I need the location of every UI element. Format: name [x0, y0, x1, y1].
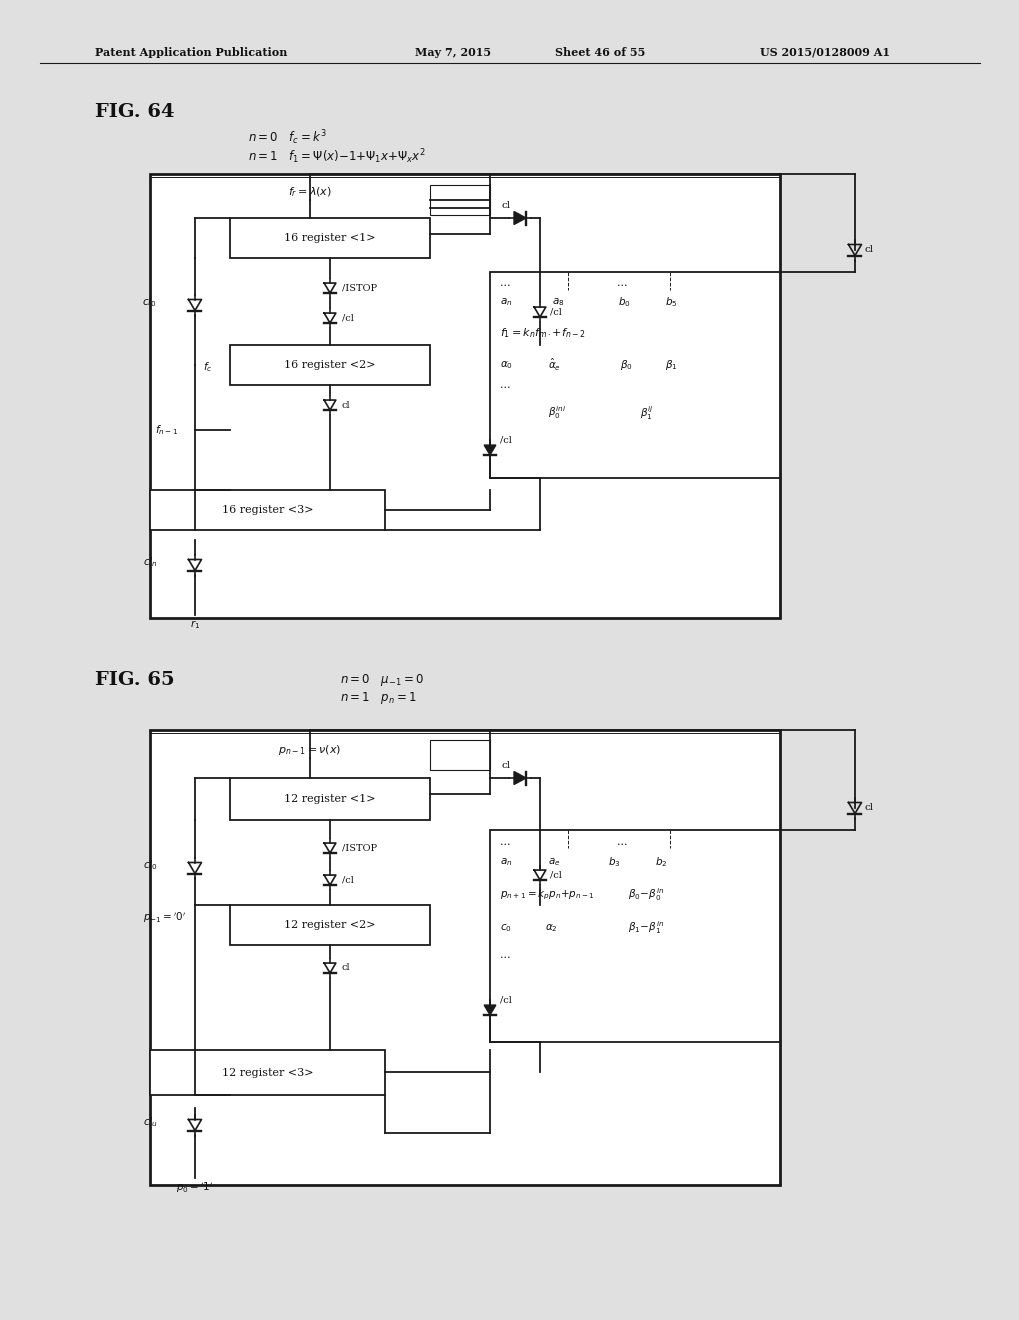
Text: /cl: /cl [549, 308, 561, 317]
Text: 16 register <3>: 16 register <3> [221, 506, 313, 515]
Text: Sheet 46 of 55: Sheet 46 of 55 [554, 46, 645, 58]
Text: ...: ... [499, 837, 510, 847]
Text: $r_1$: $r_1$ [190, 619, 200, 631]
Text: 16 register <2>: 16 register <2> [284, 360, 375, 370]
Bar [489, 830, 780, 1041]
Bar [229, 218, 430, 257]
Text: $b_0$: $b_0$ [618, 296, 630, 309]
Text: $\beta_0{\!-\!}\beta^{in}_0$: $\beta_0{\!-\!}\beta^{in}_0$ [628, 887, 663, 903]
Text: $cl_n$: $cl_n$ [143, 556, 158, 569]
Text: $n{=}0\quad f_c{=}k^3$: $n{=}0\quad f_c{=}k^3$ [248, 128, 326, 148]
Text: cl: cl [341, 964, 351, 973]
Text: ...: ... [616, 837, 627, 847]
Text: $a_n$: $a_n$ [499, 296, 512, 308]
Text: $\beta_0$: $\beta_0$ [620, 358, 632, 372]
Text: $p_0{=}'1'$: $p_0{=}'1'$ [176, 1181, 213, 1195]
Text: ...: ... [499, 380, 510, 389]
Text: /ISTOP: /ISTOP [341, 843, 377, 853]
Text: cl: cl [501, 201, 511, 210]
Text: $c_0$: $c_0$ [499, 923, 512, 935]
Text: Patent Application Publication: Patent Application Publication [95, 46, 287, 58]
Text: $f_1{=}k_n f_{m\cdot}{+}f_{n-2}$: $f_1{=}k_n f_{m\cdot}{+}f_{n-2}$ [499, 326, 585, 339]
Text: /cl: /cl [549, 870, 561, 879]
Text: /cl: /cl [499, 995, 512, 1005]
Text: cl: cl [864, 246, 873, 255]
Text: FIG. 65: FIG. 65 [95, 671, 174, 689]
Text: 12 register <3>: 12 register <3> [221, 1068, 313, 1077]
Text: $\beta_1$: $\beta_1$ [664, 358, 677, 372]
Bar [430, 741, 489, 770]
Text: /ISTOP: /ISTOP [341, 284, 377, 293]
Text: $f_r{=}\lambda(x)$: $f_r{=}\lambda(x)$ [287, 185, 331, 199]
Text: $a_8$: $a_8$ [551, 296, 564, 308]
Bar [229, 777, 430, 820]
Polygon shape [514, 771, 526, 784]
Bar [150, 490, 384, 531]
Bar [150, 1049, 384, 1096]
Text: May 7, 2015: May 7, 2015 [415, 46, 490, 58]
Text: $n{=}1\quad f_1{=}\Psi(x){-}1{+}\Psi_1 x{+}\Psi_x x^2$: $n{=}1\quad f_1{=}\Psi(x){-}1{+}\Psi_1 x… [248, 148, 425, 166]
Text: $p_{-1}{=}'0'$: $p_{-1}{=}'0'$ [143, 911, 186, 925]
Text: $p_{n-1}{=}\nu(x)$: $p_{n-1}{=}\nu(x)$ [278, 743, 341, 756]
Text: $n{=}0\quad \mu_{-1}{=}0$: $n{=}0\quad \mu_{-1}{=}0$ [339, 672, 423, 688]
Text: /cl: /cl [341, 314, 354, 322]
Text: ...: ... [499, 950, 510, 960]
Polygon shape [484, 445, 495, 455]
Text: /cl: /cl [341, 875, 354, 884]
Text: cl: cl [341, 400, 351, 409]
Text: $f_{n-1}$: $f_{n-1}$ [155, 424, 178, 437]
Text: /cl: /cl [499, 436, 512, 445]
Text: cl: cl [864, 804, 873, 813]
Text: $\hat{\alpha}_e$: $\hat{\alpha}_e$ [547, 356, 560, 374]
Bar [229, 345, 430, 385]
Bar [430, 185, 489, 215]
Bar [150, 174, 780, 618]
Text: $f_c$: $f_c$ [203, 360, 212, 374]
Text: $\alpha_2$: $\alpha_2$ [544, 923, 557, 935]
Text: $b_3$: $b_3$ [607, 855, 620, 869]
Text: FIG. 64: FIG. 64 [95, 103, 174, 121]
Text: 16 register <1>: 16 register <1> [284, 234, 375, 243]
Bar [150, 730, 780, 1185]
Polygon shape [514, 211, 526, 224]
Text: ...: ... [616, 279, 627, 288]
Text: $b_2$: $b_2$ [654, 855, 666, 869]
Text: $p_{n+1}{=}k_p p_n{+}p_{n-1}$: $p_{n+1}{=}k_p p_n{+}p_{n-1}$ [499, 888, 594, 902]
Text: $b_5$: $b_5$ [664, 296, 677, 309]
Text: 12 register <1>: 12 register <1> [284, 795, 375, 804]
Text: $\beta^{ini}_0$: $\beta^{ini}_0$ [547, 405, 566, 421]
Text: $cl_u$: $cl_u$ [143, 1115, 158, 1129]
Polygon shape [484, 1005, 495, 1015]
Text: $\alpha_0$: $\alpha_0$ [499, 359, 513, 371]
Text: $\beta_1{\!-\!}\beta^{in}_1$: $\beta_1{\!-\!}\beta^{in}_1$ [628, 920, 663, 936]
Text: ...: ... [499, 279, 510, 288]
Text: $\beta^{ij}_1$: $\beta^{ij}_1$ [639, 404, 653, 422]
Text: $cl_0$: $cl_0$ [143, 858, 158, 873]
Bar [229, 906, 430, 945]
Text: $cl_0$: $cl_0$ [142, 296, 157, 309]
Text: $a_n$: $a_n$ [499, 857, 512, 869]
Text: cl: cl [501, 760, 511, 770]
Text: 12 register <2>: 12 register <2> [284, 920, 375, 931]
Text: $n{=}1\quad p_n{=}1$: $n{=}1\quad p_n{=}1$ [339, 690, 416, 706]
Text: US 2015/0128009 A1: US 2015/0128009 A1 [759, 46, 890, 58]
Bar [489, 272, 780, 478]
Text: $a_e$: $a_e$ [547, 857, 560, 869]
